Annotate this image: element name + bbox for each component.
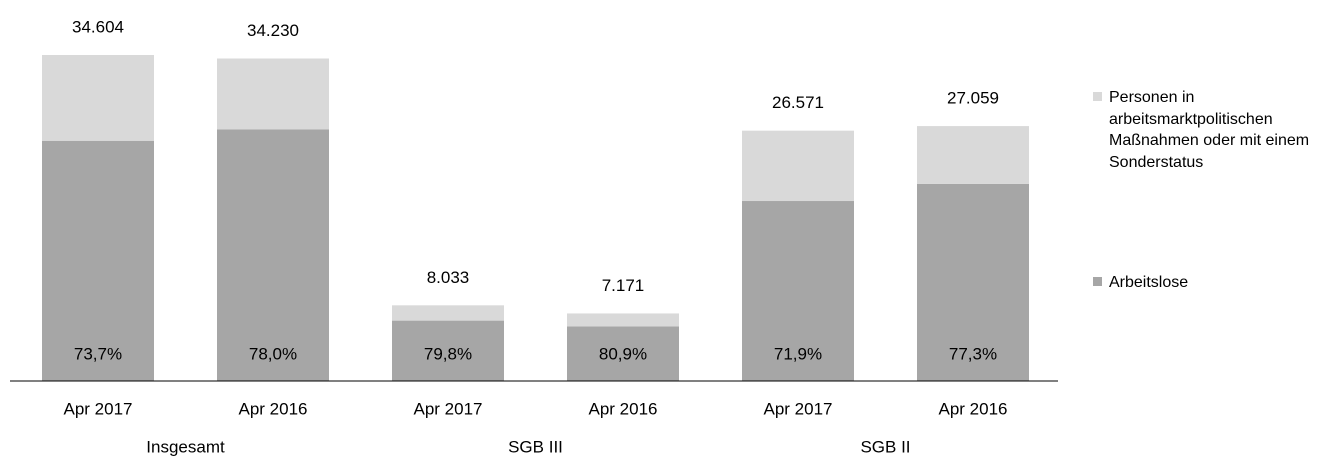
- bar-segment: [742, 130, 854, 202]
- share-label: 77,3%: [949, 344, 997, 363]
- bar-segment: [567, 326, 679, 381]
- bar-segment: [567, 313, 679, 327]
- share-label: 73,7%: [74, 344, 122, 363]
- bar-segment: [917, 183, 1029, 381]
- share-label: 80,9%: [599, 344, 647, 363]
- bar-segment: [42, 55, 154, 141]
- bar-segment: [392, 320, 504, 381]
- bar-segment: [392, 305, 504, 321]
- x-tick-label: Apr 2017: [764, 399, 833, 418]
- group-label: SGB II: [860, 437, 910, 456]
- bar-segment: [217, 58, 329, 130]
- x-tick-label: Apr 2016: [589, 399, 658, 418]
- total-label: 34.604: [72, 17, 124, 36]
- group-label: Insgesamt: [146, 437, 225, 456]
- legend-item: Personen in arbeitsmarktpolitischen Maßn…: [1093, 87, 1318, 173]
- bar-segment: [42, 140, 154, 381]
- x-tick-label: Apr 2017: [414, 399, 483, 418]
- bar-segment: [742, 201, 854, 381]
- x-tick-label: Apr 2016: [239, 399, 308, 418]
- legend-label: Personen in arbeitsmarktpolitischen Maßn…: [1109, 89, 1310, 171]
- total-label: 27.059: [947, 89, 999, 108]
- x-tick-label: Apr 2016: [939, 399, 1008, 418]
- total-label: 8.033: [427, 268, 470, 287]
- x-tick-label: Apr 2017: [64, 399, 133, 418]
- legend-item: Arbeitslose: [1093, 272, 1318, 294]
- share-label: 71,9%: [774, 344, 822, 363]
- bar-segment: [917, 126, 1029, 184]
- total-label: 26.571: [772, 93, 824, 112]
- bar-segment: [217, 129, 329, 381]
- legend-swatch: [1093, 92, 1102, 101]
- total-label: 34.230: [247, 21, 299, 40]
- total-label: 7.171: [602, 276, 645, 295]
- group-label: SGB III: [508, 437, 563, 456]
- legend-label: Arbeitslose: [1109, 274, 1189, 291]
- share-label: 78,0%: [249, 344, 297, 363]
- legend-swatch: [1093, 277, 1102, 286]
- share-label: 79,8%: [424, 344, 472, 363]
